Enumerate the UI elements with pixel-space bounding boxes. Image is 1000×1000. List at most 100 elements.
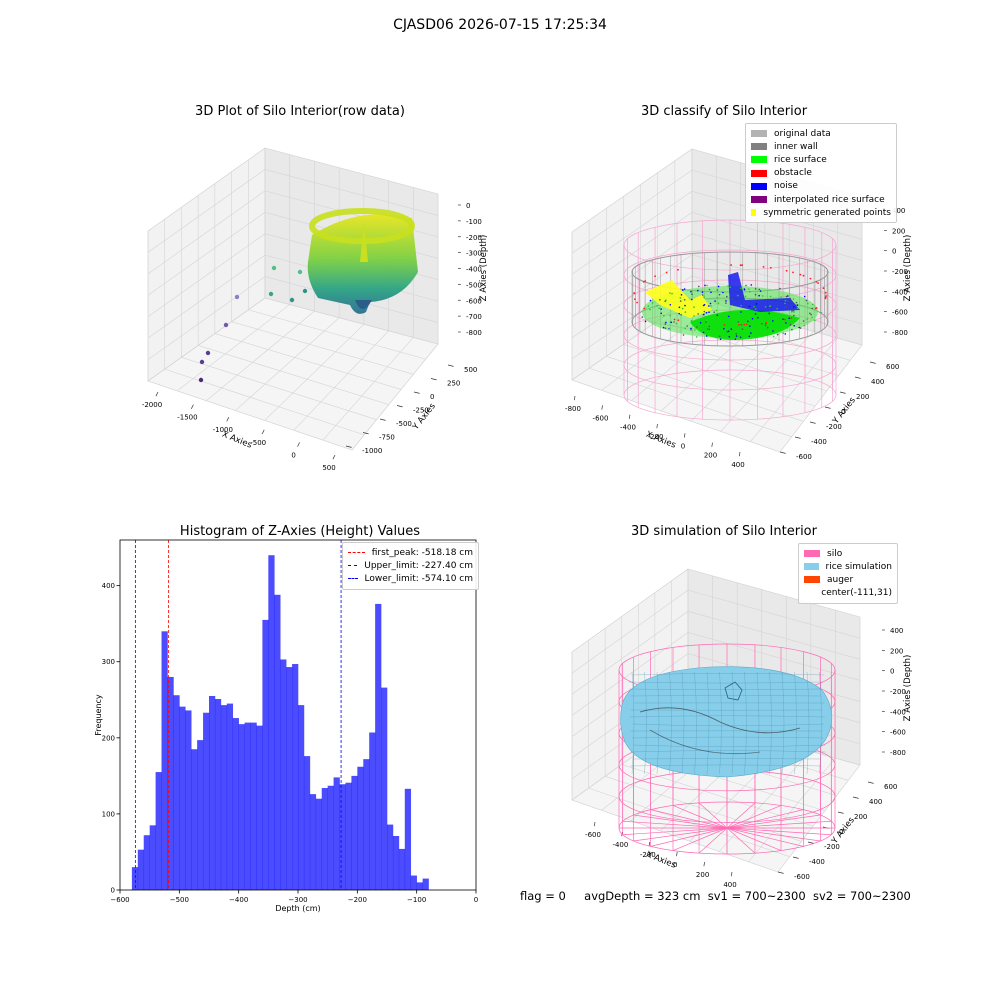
histogram-bar <box>339 784 346 890</box>
mesh-line <box>632 758 821 760</box>
z-tick-label: 400 <box>892 207 905 215</box>
classified-point <box>664 327 667 330</box>
legend-label: Lower_limit: -574.10 cm <box>364 573 473 584</box>
classified-point <box>705 312 708 314</box>
classified-point <box>701 294 704 296</box>
classified-point <box>706 328 709 330</box>
tick-mark <box>738 451 741 457</box>
classified-point <box>772 330 774 332</box>
simulation-3d-plot: -600-400-20002004006004002000-200-400-60… <box>571 568 913 889</box>
legend-entry: obstacle <box>751 167 891 180</box>
silo-floor-spoke <box>633 827 728 842</box>
histogram-legend: first_peak: -518.18 cm Upper_limit: -227.… <box>342 542 479 590</box>
tick-mark <box>297 442 300 447</box>
histogram-bar <box>149 825 156 890</box>
mesh-line <box>656 671 660 775</box>
classified-point <box>796 307 799 310</box>
classified-point <box>748 321 751 324</box>
classified-point <box>785 295 788 298</box>
y-axis-label: Y Axies <box>829 815 857 847</box>
obstacle-point <box>809 277 812 280</box>
grid-line <box>779 344 863 453</box>
classified-point <box>789 297 792 300</box>
classified-point <box>758 288 761 291</box>
classified-point <box>717 285 720 288</box>
grid-line <box>571 568 689 653</box>
obstacle-point <box>636 301 638 304</box>
x-tick-label: 0 <box>681 442 685 450</box>
y-tick-label: -250 <box>413 407 429 415</box>
x-tick-label: −400 <box>229 896 248 904</box>
surface-ridge <box>639 707 801 734</box>
x-tick-label: -400 <box>620 424 636 432</box>
legend-label: rice surface <box>774 154 827 165</box>
grid-line <box>777 764 861 873</box>
z-tick-label: -600 <box>466 297 482 305</box>
raw-point <box>297 269 303 275</box>
histogram-bar <box>268 555 275 890</box>
classified-point <box>680 294 683 296</box>
grid-line <box>206 310 315 401</box>
y-axis-label: Frequency <box>94 694 103 736</box>
y-tick-label: 600 <box>884 783 897 791</box>
histogram-bar <box>191 749 198 890</box>
classified-point <box>684 311 687 313</box>
classified-point <box>663 314 665 317</box>
classified-point <box>730 321 732 323</box>
classified-point <box>769 305 771 308</box>
histogram-bar <box>422 878 429 890</box>
x-tick-label: 400 <box>731 461 744 469</box>
legend-swatch <box>751 130 767 138</box>
classified-point <box>786 327 789 329</box>
grid-line <box>571 632 689 716</box>
raw-point <box>268 291 274 297</box>
classified-point <box>766 326 769 329</box>
classified-point <box>664 323 667 325</box>
silo-floor-spoke <box>672 827 728 851</box>
y-tick-label: 200 <box>854 813 867 821</box>
classified-point <box>814 319 816 322</box>
z-tick-label: 0 <box>466 202 470 210</box>
histogram-bar <box>214 699 222 890</box>
grid-line <box>750 337 838 442</box>
classified-point <box>682 334 685 336</box>
histogram-bar <box>351 775 358 890</box>
y-tick-label: 200 <box>856 393 869 401</box>
tick-mark <box>867 781 874 784</box>
classified-point <box>769 295 772 298</box>
classified-point <box>761 323 763 325</box>
classified-point <box>706 284 708 287</box>
obstacle-point <box>785 269 788 272</box>
x-tick-label: -500 <box>250 439 266 447</box>
y-tick-label: 250 <box>447 380 460 388</box>
x-axis-label: Depth (cm) <box>275 904 320 913</box>
histogram-title: Histogram of Z-Axies (Height) Values <box>179 524 421 539</box>
x-tick-label: −200 <box>348 896 367 904</box>
classified-point <box>787 300 790 303</box>
legend-entry: Lower_limit: -574.10 cm <box>348 572 473 585</box>
grid-line <box>571 589 689 674</box>
z-tick-label: -200 <box>892 268 908 276</box>
y-tick-label: -200 <box>824 843 840 851</box>
raw-spike <box>360 222 368 262</box>
classified-point <box>699 322 702 324</box>
histogram-bar <box>244 722 251 890</box>
classified-point <box>649 299 652 302</box>
histogram-bar <box>131 867 139 890</box>
z-tick-label: -400 <box>892 288 908 296</box>
tick-mark <box>155 391 159 397</box>
classified-point <box>703 296 705 299</box>
classified-point <box>743 288 746 290</box>
raw-point <box>234 294 240 300</box>
silo-floor-spoke <box>726 827 804 847</box>
histogram-bar <box>369 732 376 890</box>
z-tick-label: 200 <box>892 227 905 235</box>
grid-line <box>231 321 414 375</box>
classified-point <box>710 291 712 294</box>
raw-rim <box>309 208 415 244</box>
tick-mark <box>869 361 876 364</box>
z-tick-label: -800 <box>892 329 908 337</box>
legend-entry: rice simulation <box>804 560 892 573</box>
classified-point <box>750 332 752 334</box>
raw-point <box>289 297 295 303</box>
